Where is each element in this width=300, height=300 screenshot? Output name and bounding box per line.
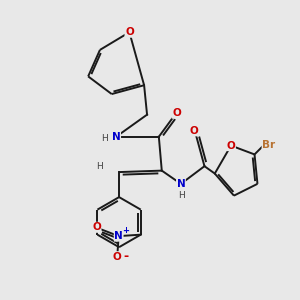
Text: H: H <box>102 134 108 143</box>
Text: O: O <box>92 222 101 232</box>
Text: O: O <box>172 108 181 118</box>
Text: +: + <box>122 226 130 235</box>
Text: O: O <box>125 27 134 37</box>
Text: H: H <box>178 190 185 200</box>
Text: O: O <box>113 252 122 262</box>
Text: O: O <box>190 126 199 136</box>
Text: H: H <box>97 162 103 171</box>
Text: N: N <box>112 132 121 142</box>
Text: N: N <box>114 231 123 241</box>
Text: Br: Br <box>262 140 275 150</box>
Text: -: - <box>123 250 128 263</box>
Text: O: O <box>226 141 235 151</box>
Text: N: N <box>176 179 185 189</box>
